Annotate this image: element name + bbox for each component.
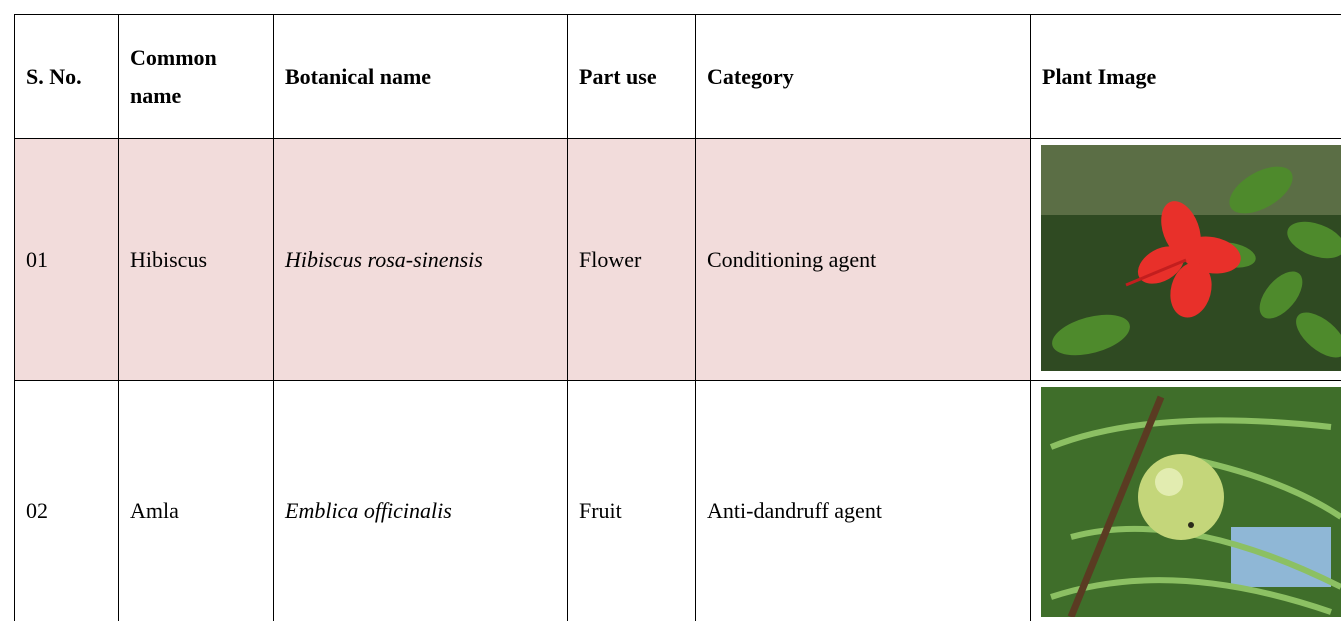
header-cell: Part use bbox=[567, 14, 696, 139]
image-cell bbox=[1030, 380, 1341, 621]
cell: 01 bbox=[14, 138, 119, 381]
cell: Fruit bbox=[567, 380, 696, 621]
hibiscus-image bbox=[1041, 145, 1341, 371]
header-cell: S. No. bbox=[14, 14, 119, 139]
cell: Emblica officinalis bbox=[273, 380, 568, 621]
cell: Amla bbox=[118, 380, 274, 621]
plant-table: S. No. Common name Botanical name Part u… bbox=[14, 14, 1341, 621]
cell: Hibiscus bbox=[118, 138, 274, 381]
image-cell bbox=[1030, 138, 1341, 381]
cell: Conditioning agent bbox=[695, 138, 1031, 381]
table-row: 02 Amla Emblica officinalis Fruit Anti-d… bbox=[14, 380, 1341, 621]
cell: Flower bbox=[567, 138, 696, 381]
cell: Anti-dandruff agent bbox=[695, 380, 1031, 621]
header-cell: Botanical name bbox=[273, 14, 568, 139]
header-cell: Category bbox=[695, 14, 1031, 139]
table-row: 01 Hibiscus Hibiscus rosa-sinensis Flowe… bbox=[14, 138, 1341, 381]
cell: 02 bbox=[14, 380, 119, 621]
header-cell: Common name bbox=[118, 14, 274, 139]
cell: Hibiscus rosa-sinensis bbox=[273, 138, 568, 381]
amla-image bbox=[1041, 387, 1341, 617]
header-cell: Plant Image bbox=[1030, 14, 1341, 139]
header-row: S. No. Common name Botanical name Part u… bbox=[14, 14, 1341, 139]
